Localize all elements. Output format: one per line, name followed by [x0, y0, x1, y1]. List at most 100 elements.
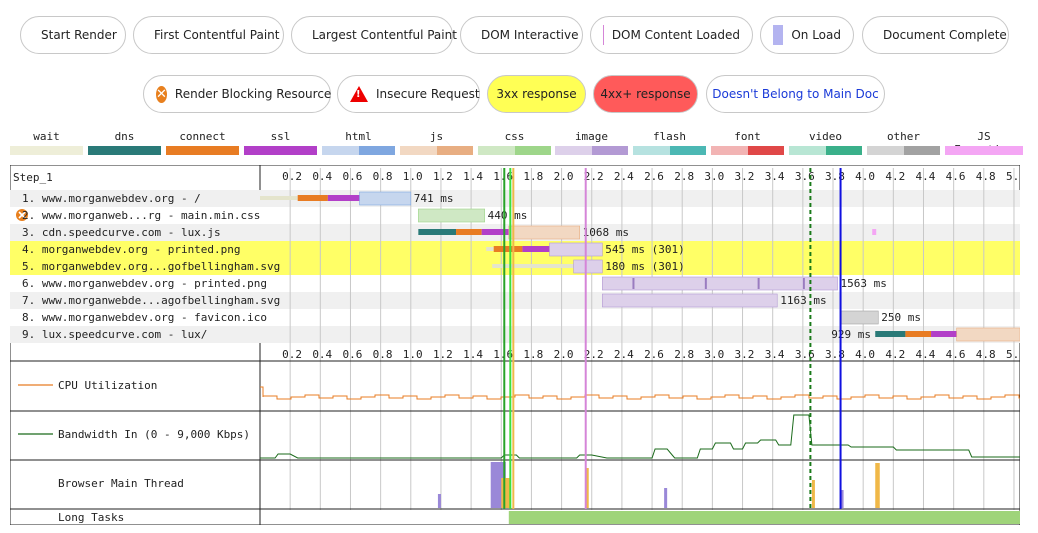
request-type-video: video: [789, 130, 862, 155]
main-thread-activity: [437, 494, 441, 508]
request-timing: 741 ms: [414, 192, 454, 205]
legend-doesn-t-belong-to-main-doc[interactable]: Doesn't Belong to Main Doc: [706, 75, 885, 113]
legend-label: DOM Interactive: [481, 28, 579, 42]
connect-segment: [456, 229, 482, 235]
request-type-swatch: [555, 146, 628, 155]
request-timing: 1563 ms: [841, 277, 887, 290]
tick-label-top: 3.0: [704, 170, 724, 183]
connect-segment: [905, 331, 932, 337]
legend-3xx-response[interactable]: 3xx response: [487, 75, 586, 113]
request-type-swatch: [633, 146, 706, 155]
request-type-label: font: [734, 130, 761, 143]
tick-label-top: 3.2: [735, 170, 755, 183]
tick-label-bottom: 4.4: [915, 348, 935, 361]
row-background: [10, 309, 1020, 326]
request-type-css: css: [478, 130, 551, 155]
tick-label-bottom: 0.8: [373, 348, 393, 361]
request-type-label: wait: [33, 130, 60, 143]
request-bar: [418, 225, 580, 240]
legend-label: Document Complete: [883, 28, 1007, 42]
request-label: 3. cdn.speedcurve.com - lux.js: [22, 226, 221, 239]
tick-label-bottom: 1.0: [403, 348, 423, 361]
tick-label-top: 2.0: [554, 170, 574, 183]
tick-label-bottom: 3.4: [765, 348, 785, 361]
tick-label-top: 4.4: [915, 170, 935, 183]
request-type-label: dns: [114, 130, 135, 143]
legend-label: On Load: [791, 28, 841, 42]
row-background: [10, 326, 1020, 343]
chunk-mark: [704, 278, 707, 289]
tick-label-bottom: 3.6: [795, 348, 815, 361]
chunk-mark: [632, 278, 635, 289]
tick-label-bottom: 4.2: [885, 348, 905, 361]
request-type-flash: flash: [633, 130, 706, 155]
warning-icon: !: [350, 86, 368, 102]
ssl-segment: [522, 246, 550, 252]
request-type-swatch: [789, 146, 862, 155]
request-type-label: other: [886, 130, 921, 143]
main-thread-activity: [811, 480, 815, 508]
legend-dom-interactive[interactable]: DOM Interactive: [460, 16, 583, 54]
tick-label-top: 1.8: [523, 170, 543, 183]
request-label: 5. morganwebdev.org...gofbellingham.svg: [22, 260, 280, 273]
request-label: 1. www.morganwebdev.org - /: [22, 192, 201, 205]
legend-4xx-response[interactable]: 4xx+ response: [593, 75, 698, 113]
dns-segment: [875, 331, 906, 337]
tick-label-bottom: 1.6: [493, 348, 513, 361]
request-type-swatch: [867, 146, 940, 155]
tick-label-top: 3.8: [825, 170, 845, 183]
tick-label-bottom: 0.4: [312, 348, 332, 361]
tick-label-top: 2.6: [644, 170, 664, 183]
tick-label-top: 0.6: [342, 170, 362, 183]
tick-label-top: 4.2: [885, 170, 905, 183]
tick-label-top: 4.6: [946, 170, 966, 183]
legend-render-blocking-resource[interactable]: ✕ Render Blocking Resource: [143, 75, 331, 113]
tick-label-top: 1.4: [463, 170, 483, 183]
request-bar: [602, 293, 778, 308]
request-label: 8. www.morganwebdev.org - favicon.ico: [22, 311, 267, 324]
legend-dom-content-loaded[interactable]: DOM Content Loaded: [590, 16, 753, 54]
request-label: 9. lux.speedcurve.com - lux/: [22, 328, 207, 341]
tick-label-top: 3.4: [765, 170, 785, 183]
main-thread-activity: [585, 468, 589, 508]
legend-start-render[interactable]: Start Render: [20, 16, 126, 54]
download-segment: [956, 327, 1020, 342]
tick-label-bottom: 3.2: [735, 348, 755, 361]
tick-label-bottom: 3.0: [704, 348, 724, 361]
request-type-dns: dns: [88, 130, 161, 155]
download-segment: [508, 225, 580, 240]
tick-label-bottom: 0.6: [342, 348, 362, 361]
request-type-label: js: [429, 130, 444, 143]
ssl-segment: [481, 229, 509, 235]
tick-label-top: 2.8: [674, 170, 694, 183]
legend-on-load[interactable]: On Load: [760, 16, 854, 54]
legend-first-contentful-paint[interactable]: First Contentful Paint: [133, 16, 284, 54]
request-type-label: JS Execution: [954, 130, 1014, 156]
bandwidth-label: Bandwidth In (0 - 9,000 Kbps): [58, 428, 250, 441]
legend-document-complete[interactable]: Document Complete: [862, 16, 1009, 54]
tick-label-top: 0.2: [282, 170, 302, 183]
request-type-swatch: [10, 146, 83, 155]
ssl-segment: [327, 195, 360, 201]
tick-label-bottom: 2.8: [674, 348, 694, 361]
request-type-image: image: [555, 130, 628, 155]
wait-segment: [492, 264, 574, 268]
request-type-swatch: [88, 146, 161, 155]
legend-insecure-request[interactable]: ! Insecure Request: [337, 75, 480, 113]
legend-largest-contentful-paint[interactable]: Largest Contentful Paint: [291, 16, 457, 54]
tick-label-top: 2.4: [614, 170, 634, 183]
download-segment: [418, 208, 485, 223]
download-segment: [840, 310, 879, 325]
request-type-label: video: [808, 130, 843, 143]
request-type-swatch: [711, 146, 784, 155]
js-execution-mark: [872, 229, 877, 235]
row-background: [10, 190, 1020, 207]
request-type-js: js: [400, 130, 473, 155]
request-type-label: html: [345, 130, 372, 143]
tick-label-bottom: 4.6: [946, 348, 966, 361]
tick-label-top: 1.2: [433, 170, 453, 183]
tick-label-bottom: 2.4: [614, 348, 634, 361]
tick-label-top: 1.0: [403, 170, 423, 183]
tick-label-top: 2.2: [584, 170, 604, 183]
cpu-label: CPU Utilization: [58, 379, 157, 392]
